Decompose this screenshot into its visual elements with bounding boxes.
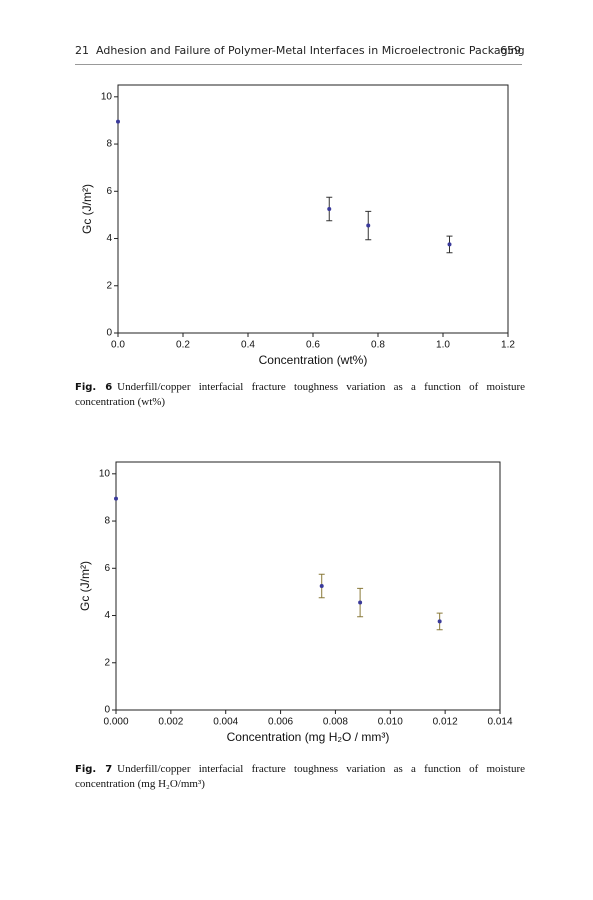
data-point <box>447 242 452 247</box>
data-point <box>116 119 120 124</box>
caption-text: Underfill/copper interfacial fracture to… <box>75 763 525 790</box>
x-tick-label: 0.004 <box>213 717 238 728</box>
x-tick-label: 0.4 <box>241 340 255 351</box>
y-tick-label: 10 <box>99 468 111 479</box>
y-tick-label: 2 <box>104 657 110 668</box>
x-axis-label: Concentration (mg H₂O / mm³) <box>227 730 390 744</box>
y-tick-label: 6 <box>106 186 112 197</box>
x-tick-label: 0.012 <box>433 717 458 728</box>
header-rule <box>75 64 522 65</box>
plot-frame <box>117 84 509 334</box>
y-tick-label: 2 <box>106 280 112 291</box>
x-tick-label: 0.2 <box>176 340 190 351</box>
y-tick-label: 6 <box>104 563 110 574</box>
x-tick-label: 0.6 <box>306 340 320 351</box>
x-tick-label: 0.006 <box>268 717 293 728</box>
data-point <box>366 223 371 228</box>
y-tick-label: 8 <box>106 139 112 150</box>
data-point <box>319 584 324 588</box>
running-title: Adhesion and Failure of Polymer-Metal In… <box>96 44 525 57</box>
y-axis-label: Gc (J/m²) <box>78 561 92 611</box>
x-tick-label: 0.010 <box>378 717 403 728</box>
chapter-number: 21 <box>75 44 89 57</box>
y-tick-label: 4 <box>104 610 110 621</box>
data-point <box>437 619 442 624</box>
figure-label: Fig. 6 <box>75 382 113 393</box>
x-tick-label: 0.000 <box>103 717 128 728</box>
y-axis-label: Gc (J/m²) <box>80 184 94 234</box>
caption-text: Underfill/copper interfacial fracture to… <box>75 381 525 408</box>
data-point <box>358 600 363 605</box>
x-tick-label: 0.8 <box>371 340 385 351</box>
x-tick-label: 0.008 <box>323 717 348 728</box>
y-tick-label: 0 <box>106 328 112 339</box>
y-tick-label: 4 <box>106 233 112 244</box>
x-tick-label: 0.002 <box>158 717 183 728</box>
data-point <box>327 207 332 211</box>
x-tick-label: 0.014 <box>487 717 512 728</box>
x-axis-label: Concentration (wt%) <box>259 353 368 367</box>
figure-caption: Fig. 7 Underfill/copper interfacial fract… <box>75 762 525 791</box>
page-number: 659 <box>500 44 521 57</box>
x-tick-label: 0.0 <box>111 340 125 351</box>
plot-frame <box>115 461 501 711</box>
x-tick-label: 1.0 <box>436 340 450 351</box>
y-tick-label: 8 <box>104 516 110 527</box>
figure-label: Fig. 7 <box>75 764 113 775</box>
x-tick-label: 1.2 <box>501 340 515 351</box>
y-tick-label: 0 <box>104 705 110 716</box>
figure-caption: Fig. 6 Underfill/copper interfacial fract… <box>75 380 525 409</box>
data-point <box>114 496 118 501</box>
y-tick-label: 10 <box>101 91 113 102</box>
